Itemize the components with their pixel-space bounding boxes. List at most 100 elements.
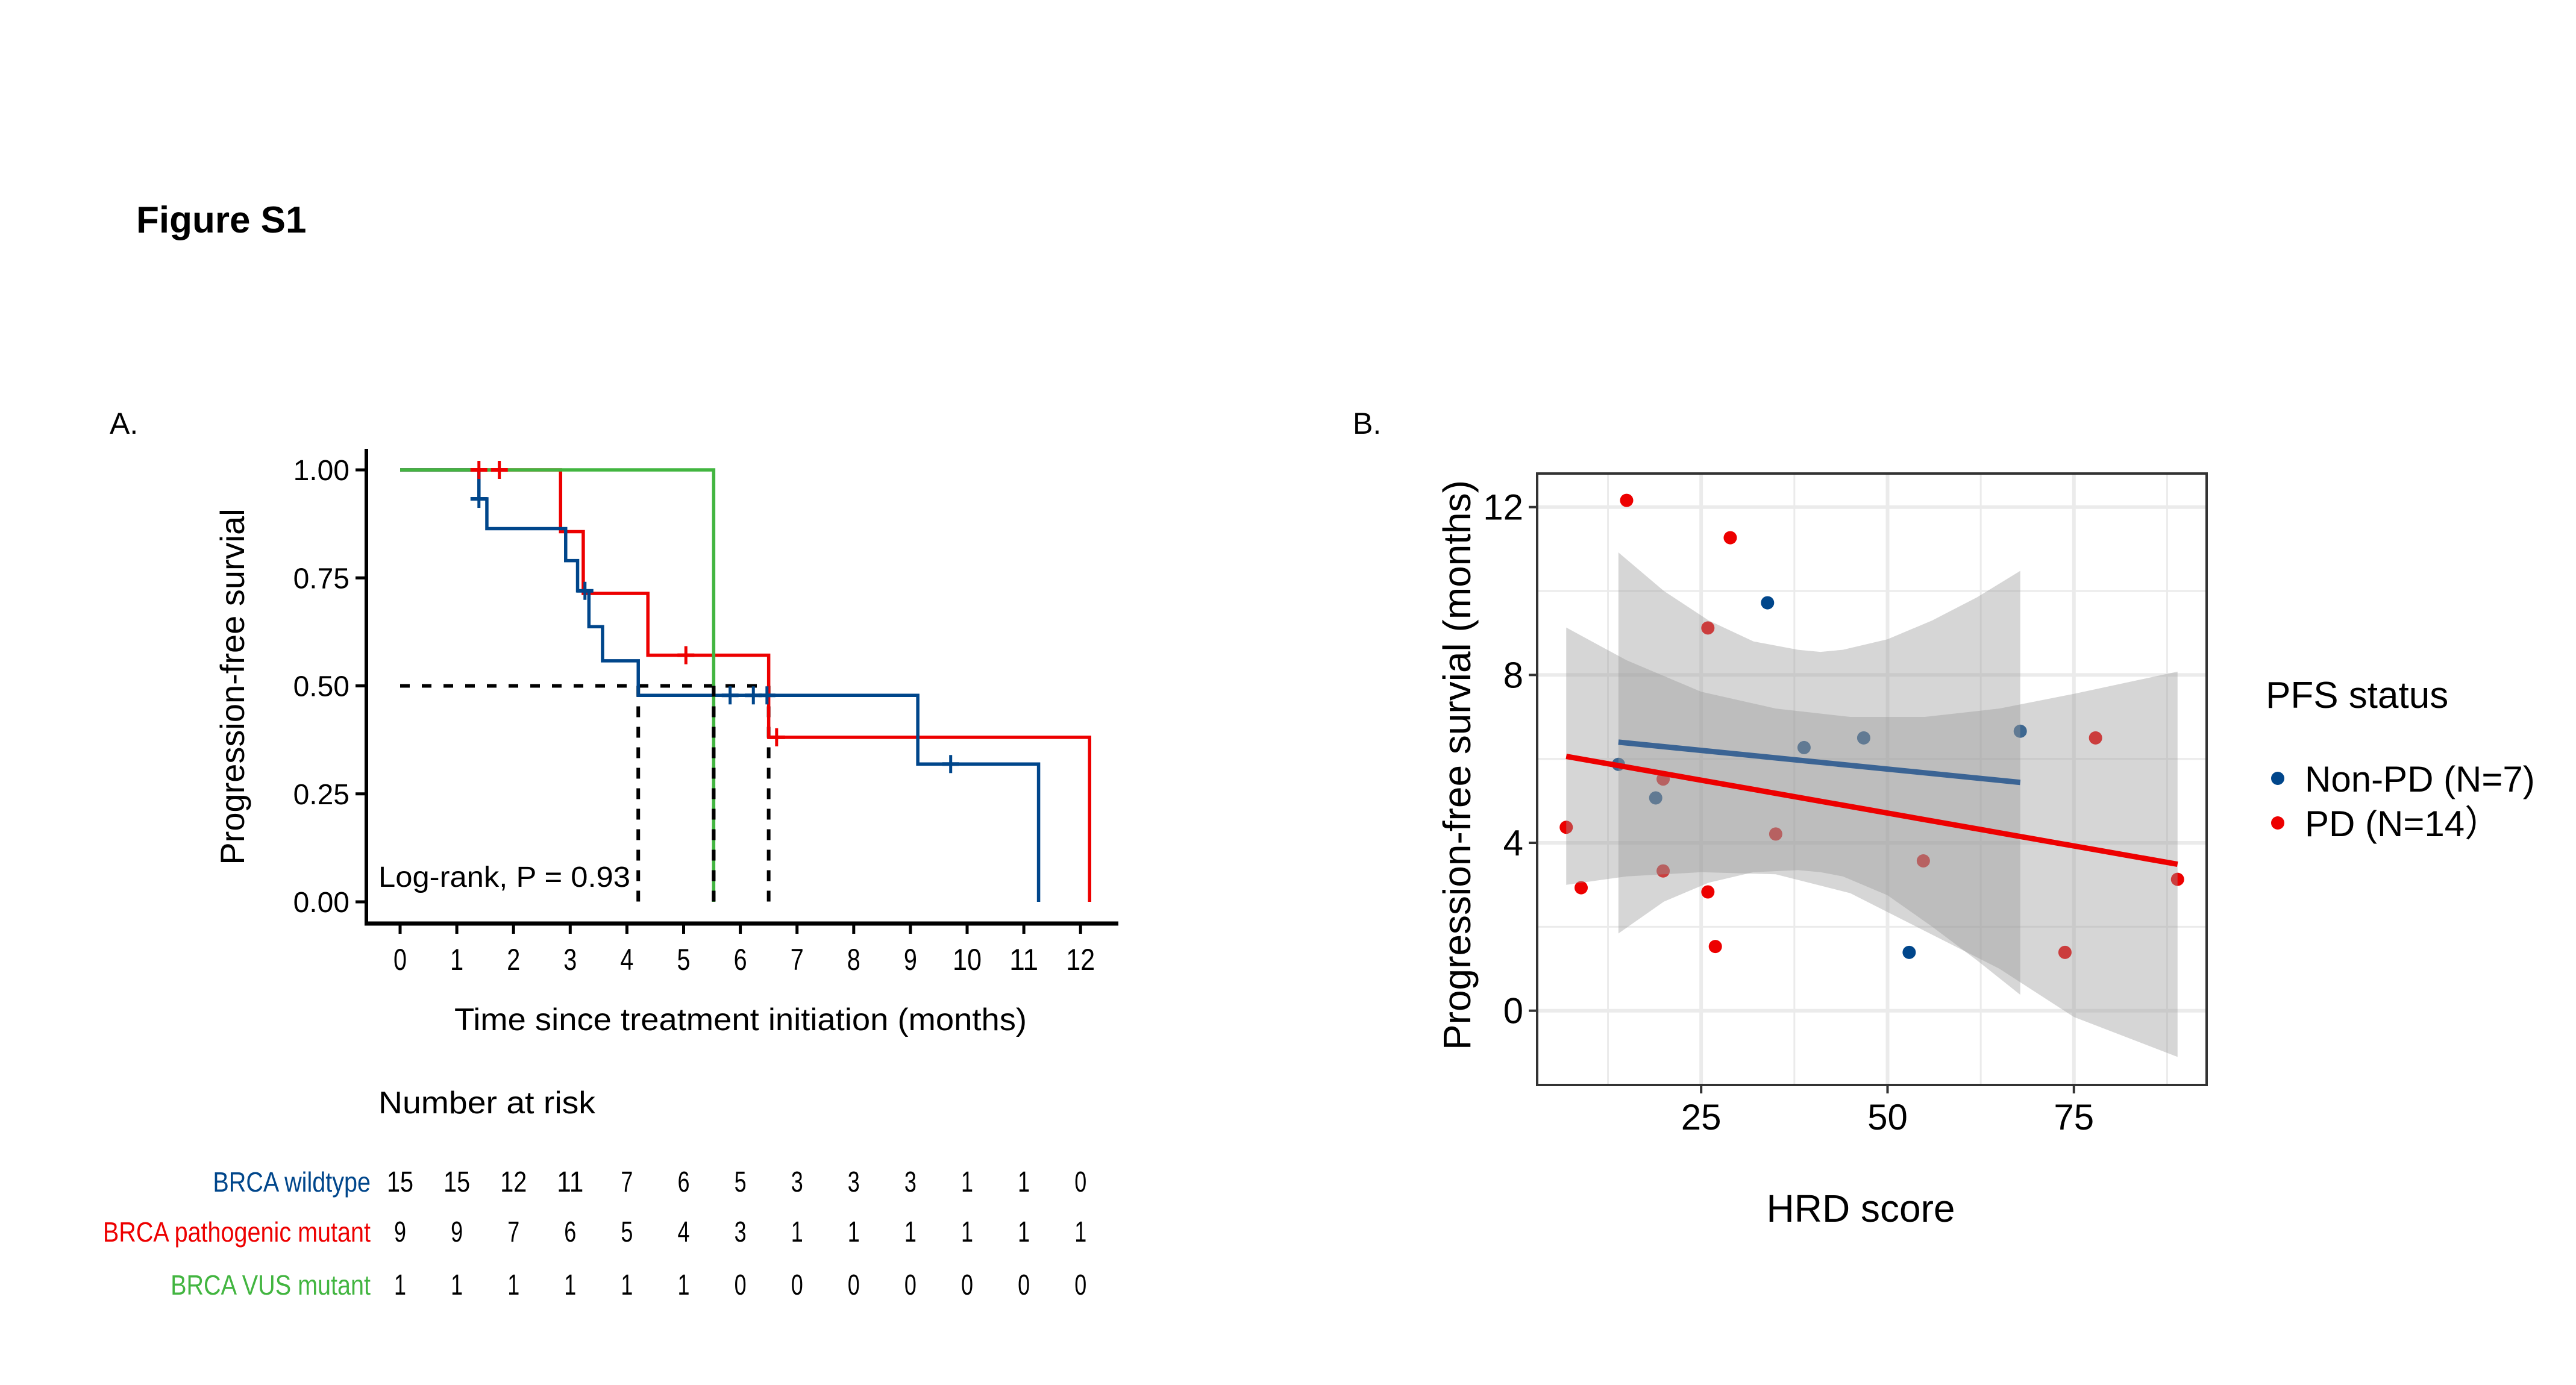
risk-cell: 0 [791, 1269, 803, 1301]
risk-cell: 1 [961, 1166, 973, 1198]
km-x-tick-label: 6 [734, 943, 747, 977]
figure-title: Figure S1 [136, 199, 307, 241]
risk-cell: 1 [1074, 1216, 1086, 1248]
scatter-plot: 25 50 75 0 4 8 12 Progression-free survial (mo… [1435, 472, 2535, 1230]
km-x-tick-label: 2 [507, 943, 520, 977]
risk-cell: 3 [904, 1166, 917, 1198]
risk-cell: 1 [394, 1269, 406, 1301]
scatter-point [2058, 945, 2072, 959]
risk-table: Number at risk BRCA wildtype 15 15 12 11 7 6 5 3… [103, 1086, 1086, 1301]
km-y-tick-label: 0.00 [293, 887, 349, 919]
risk-cell: 15 [443, 1166, 470, 1198]
km-x-tick-label: 4 [620, 943, 633, 977]
scatter-point [2170, 872, 2184, 886]
scatter-point [1656, 864, 1670, 878]
km-x-tick-label: 8 [847, 943, 860, 977]
scatter-point [1701, 621, 1715, 635]
risk-cell: 11 [557, 1166, 583, 1198]
km-x-axis-label: Time since treatment initiation (months) [454, 1002, 1027, 1037]
risk-cell: 1 [621, 1269, 633, 1301]
scatter-x-tick-label: 75 [2054, 1097, 2094, 1137]
km-y-tick-label: 0.75 [293, 563, 349, 595]
scatter-x-tick-label: 50 [1867, 1097, 1908, 1137]
scatter-y-tick-label: 0 [1503, 991, 1523, 1031]
risk-cell: 6 [564, 1216, 576, 1248]
risk-cell: 7 [621, 1166, 633, 1198]
risk-cell: 3 [791, 1166, 803, 1198]
scatter-x-tick-label: 25 [1681, 1097, 1722, 1137]
risk-cell: 0 [1074, 1166, 1086, 1198]
km-plot: 0.000.250.500.751.00 0 1 2 3 4 5 6 7 8 9 10 11 12 Lo… [213, 449, 1118, 1037]
scatter-y-axis-label: Progression-free survial (months) [1435, 480, 1479, 1050]
scatter-panel-bg [1537, 474, 2207, 1085]
km-y-tick-label: 0.50 [293, 671, 349, 703]
km-x-tick-label: 1 [450, 943, 463, 977]
km-y-tick-label: 1.00 [293, 455, 349, 487]
risk-row-label: BRCA wildtype [213, 1167, 371, 1198]
scatter-point [1649, 791, 1662, 805]
km-x-tick-label: 7 [791, 943, 804, 977]
scatter-point [2013, 724, 2027, 738]
confidence-band [1566, 627, 2178, 1057]
scatter-axis-ticks: 25 50 75 0 4 8 12 [1483, 487, 2094, 1137]
risk-cell: 1 [678, 1269, 690, 1301]
scatter-panel-border [1536, 472, 2208, 1086]
confidence-band [1618, 552, 2020, 995]
scatter-point [1620, 493, 1634, 507]
scatter-confidence-bands [1566, 552, 2178, 1057]
legend-item: Non-PD (N=7) [2271, 759, 2535, 799]
km-censor-marks [470, 461, 959, 902]
scatter-point [1708, 940, 1722, 954]
panel-b-label: B. [1353, 407, 1381, 440]
risk-cell: 15 [387, 1166, 413, 1198]
km-x-tick-label: 0 [393, 943, 407, 977]
risk-row-label: BRCA VUS mutant [171, 1270, 371, 1301]
regression-line [1565, 754, 2178, 868]
scatter-fit-lines [1565, 739, 2178, 868]
risk-cell: 0 [904, 1269, 917, 1301]
scatter-point [1701, 885, 1715, 899]
legend-label: Non-PD (N=7) [2305, 759, 2535, 799]
risk-cell: 1 [564, 1269, 576, 1301]
km-x-axis-ticks: 0 1 2 3 4 5 6 7 8 9 10 11 12 [393, 924, 1095, 977]
scatter-point [1916, 854, 1930, 868]
legend-title: PFS status [2266, 675, 2448, 716]
legend-dot-icon [2271, 816, 2284, 830]
km-y-axis-ticks: 0.00 0.25 0.50 0.75 1.00 [293, 455, 366, 919]
scatter-point [1857, 731, 1870, 745]
risk-cell: 1 [451, 1269, 463, 1301]
scatter-point [1574, 881, 1588, 895]
km-x-tick-label: 11 [1009, 943, 1038, 977]
risk-cell: 0 [1018, 1269, 1030, 1301]
risk-cell: 6 [678, 1166, 690, 1198]
legend-label: PD (N=14） [2305, 804, 2501, 844]
scatter-point [1797, 740, 1811, 754]
risk-cell: 7 [507, 1216, 519, 1248]
scatter-point [2089, 731, 2102, 745]
km-y-tick-label: 0.25 [293, 779, 349, 811]
regression-line [1618, 739, 2021, 786]
risk-cell: 1 [1018, 1166, 1030, 1198]
km-x-tick-label: 12 [1066, 943, 1095, 977]
risk-cell: 9 [451, 1216, 463, 1248]
risk-cell: 9 [394, 1216, 406, 1248]
risk-table-title: Number at risk [378, 1086, 596, 1121]
scatter-point [1559, 821, 1573, 834]
scatter-points [1559, 493, 2184, 959]
risk-cell: 5 [621, 1216, 633, 1248]
risk-cell: 1 [848, 1216, 860, 1248]
km-x-tick-label: 10 [953, 943, 982, 977]
risk-cell: 1 [904, 1216, 917, 1248]
km-y-axis-label: Progression-free survial [213, 508, 251, 864]
risk-table-row: BRCA wildtype 15 15 12 11 7 6 5 3 3 3 1 1 0 [213, 1166, 1086, 1198]
scatter-point [1902, 945, 1916, 959]
scatter-legend: PFS status Non-PD (N=7) PD (N=14） [2266, 675, 2535, 844]
risk-cell: 3 [848, 1166, 860, 1198]
scatter-y-tick-label: 4 [1503, 823, 1523, 863]
risk-cell: 0 [735, 1269, 747, 1301]
risk-cell: 0 [1074, 1269, 1086, 1301]
risk-row-label: BRCA pathogenic mutant [103, 1217, 371, 1248]
risk-cell: 1 [791, 1216, 803, 1248]
